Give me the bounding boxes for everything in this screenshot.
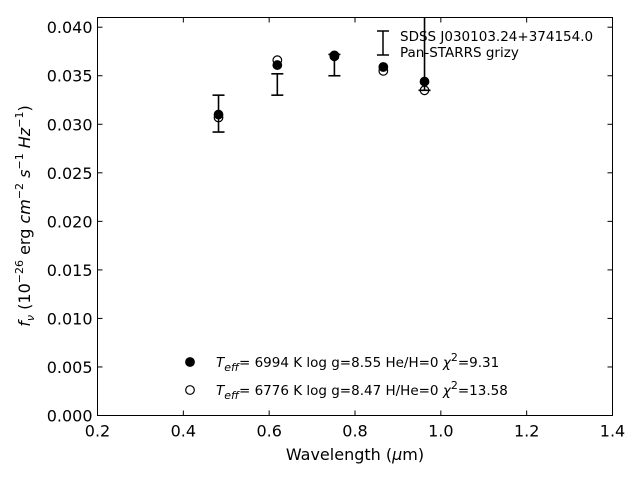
legend-marker-open xyxy=(185,385,195,395)
x-tick-label: 0.6 xyxy=(256,422,281,441)
model-h-point xyxy=(272,55,283,66)
legend-models: Teff= 6994 K log g=8.55 He/H=0 χ2=9.31 Te… xyxy=(185,351,508,402)
x-tick-label: 0.4 xyxy=(171,422,196,441)
legend-survey-name: Pan-STARRS grizy xyxy=(400,45,519,61)
x-tick-label: 1.4 xyxy=(600,422,625,441)
legend-model-label: Teff= 6994 K log g=8.55 He/H=0 χ2=9.31 xyxy=(216,351,499,374)
y-tick-label: 0.010 xyxy=(47,309,93,328)
legend-object-name: SDSS J030103.24+374154.0 xyxy=(400,29,593,45)
legend-model-label: Teff= 6776 K log g=8.47 H/He=0 χ2=13.58 xyxy=(216,379,508,402)
model-h-point xyxy=(378,65,389,76)
y-tick-label: 0.005 xyxy=(47,358,93,377)
x-tick-label: 1.2 xyxy=(514,422,539,441)
plot-area xyxy=(212,17,431,133)
x-tick-label: 1.0 xyxy=(428,422,453,441)
y-tick-label: 0.020 xyxy=(47,212,93,231)
y-tick-label: 0.015 xyxy=(47,261,93,280)
model-h-point xyxy=(329,51,340,62)
y-axis-title: fν (10−26 erg cm−2 s−1 Hz−1) xyxy=(13,105,37,326)
model-he-point xyxy=(213,109,224,120)
y-tick-label: 0.000 xyxy=(47,407,93,426)
y-tick-label: 0.040 xyxy=(47,18,93,37)
model-h-point xyxy=(419,85,430,96)
observed-errorbar xyxy=(271,73,284,96)
x-tick-label: 0.8 xyxy=(342,422,367,441)
y-tick-label: 0.035 xyxy=(47,67,93,86)
legend-observed: SDSS J030103.24+374154.0 Pan-STARRS griz… xyxy=(377,29,593,61)
model-he-point xyxy=(419,76,430,87)
x-tick-label: 0.2 xyxy=(85,422,110,441)
y-axis: 0.000 0.005 0.010 0.015 0.020 0.025 0.030 0.035… xyxy=(47,18,613,426)
y-tick-label: 0.030 xyxy=(47,115,93,134)
y-tick-label: 0.025 xyxy=(47,164,93,183)
legend-marker-filled xyxy=(185,357,195,367)
x-axis: 0.2 0.4 0.6 0.8 1.0 1.2 1.4 xyxy=(85,17,625,441)
model-h-point xyxy=(213,112,224,123)
x-axis-title: Wavelength (μm) xyxy=(286,445,424,464)
